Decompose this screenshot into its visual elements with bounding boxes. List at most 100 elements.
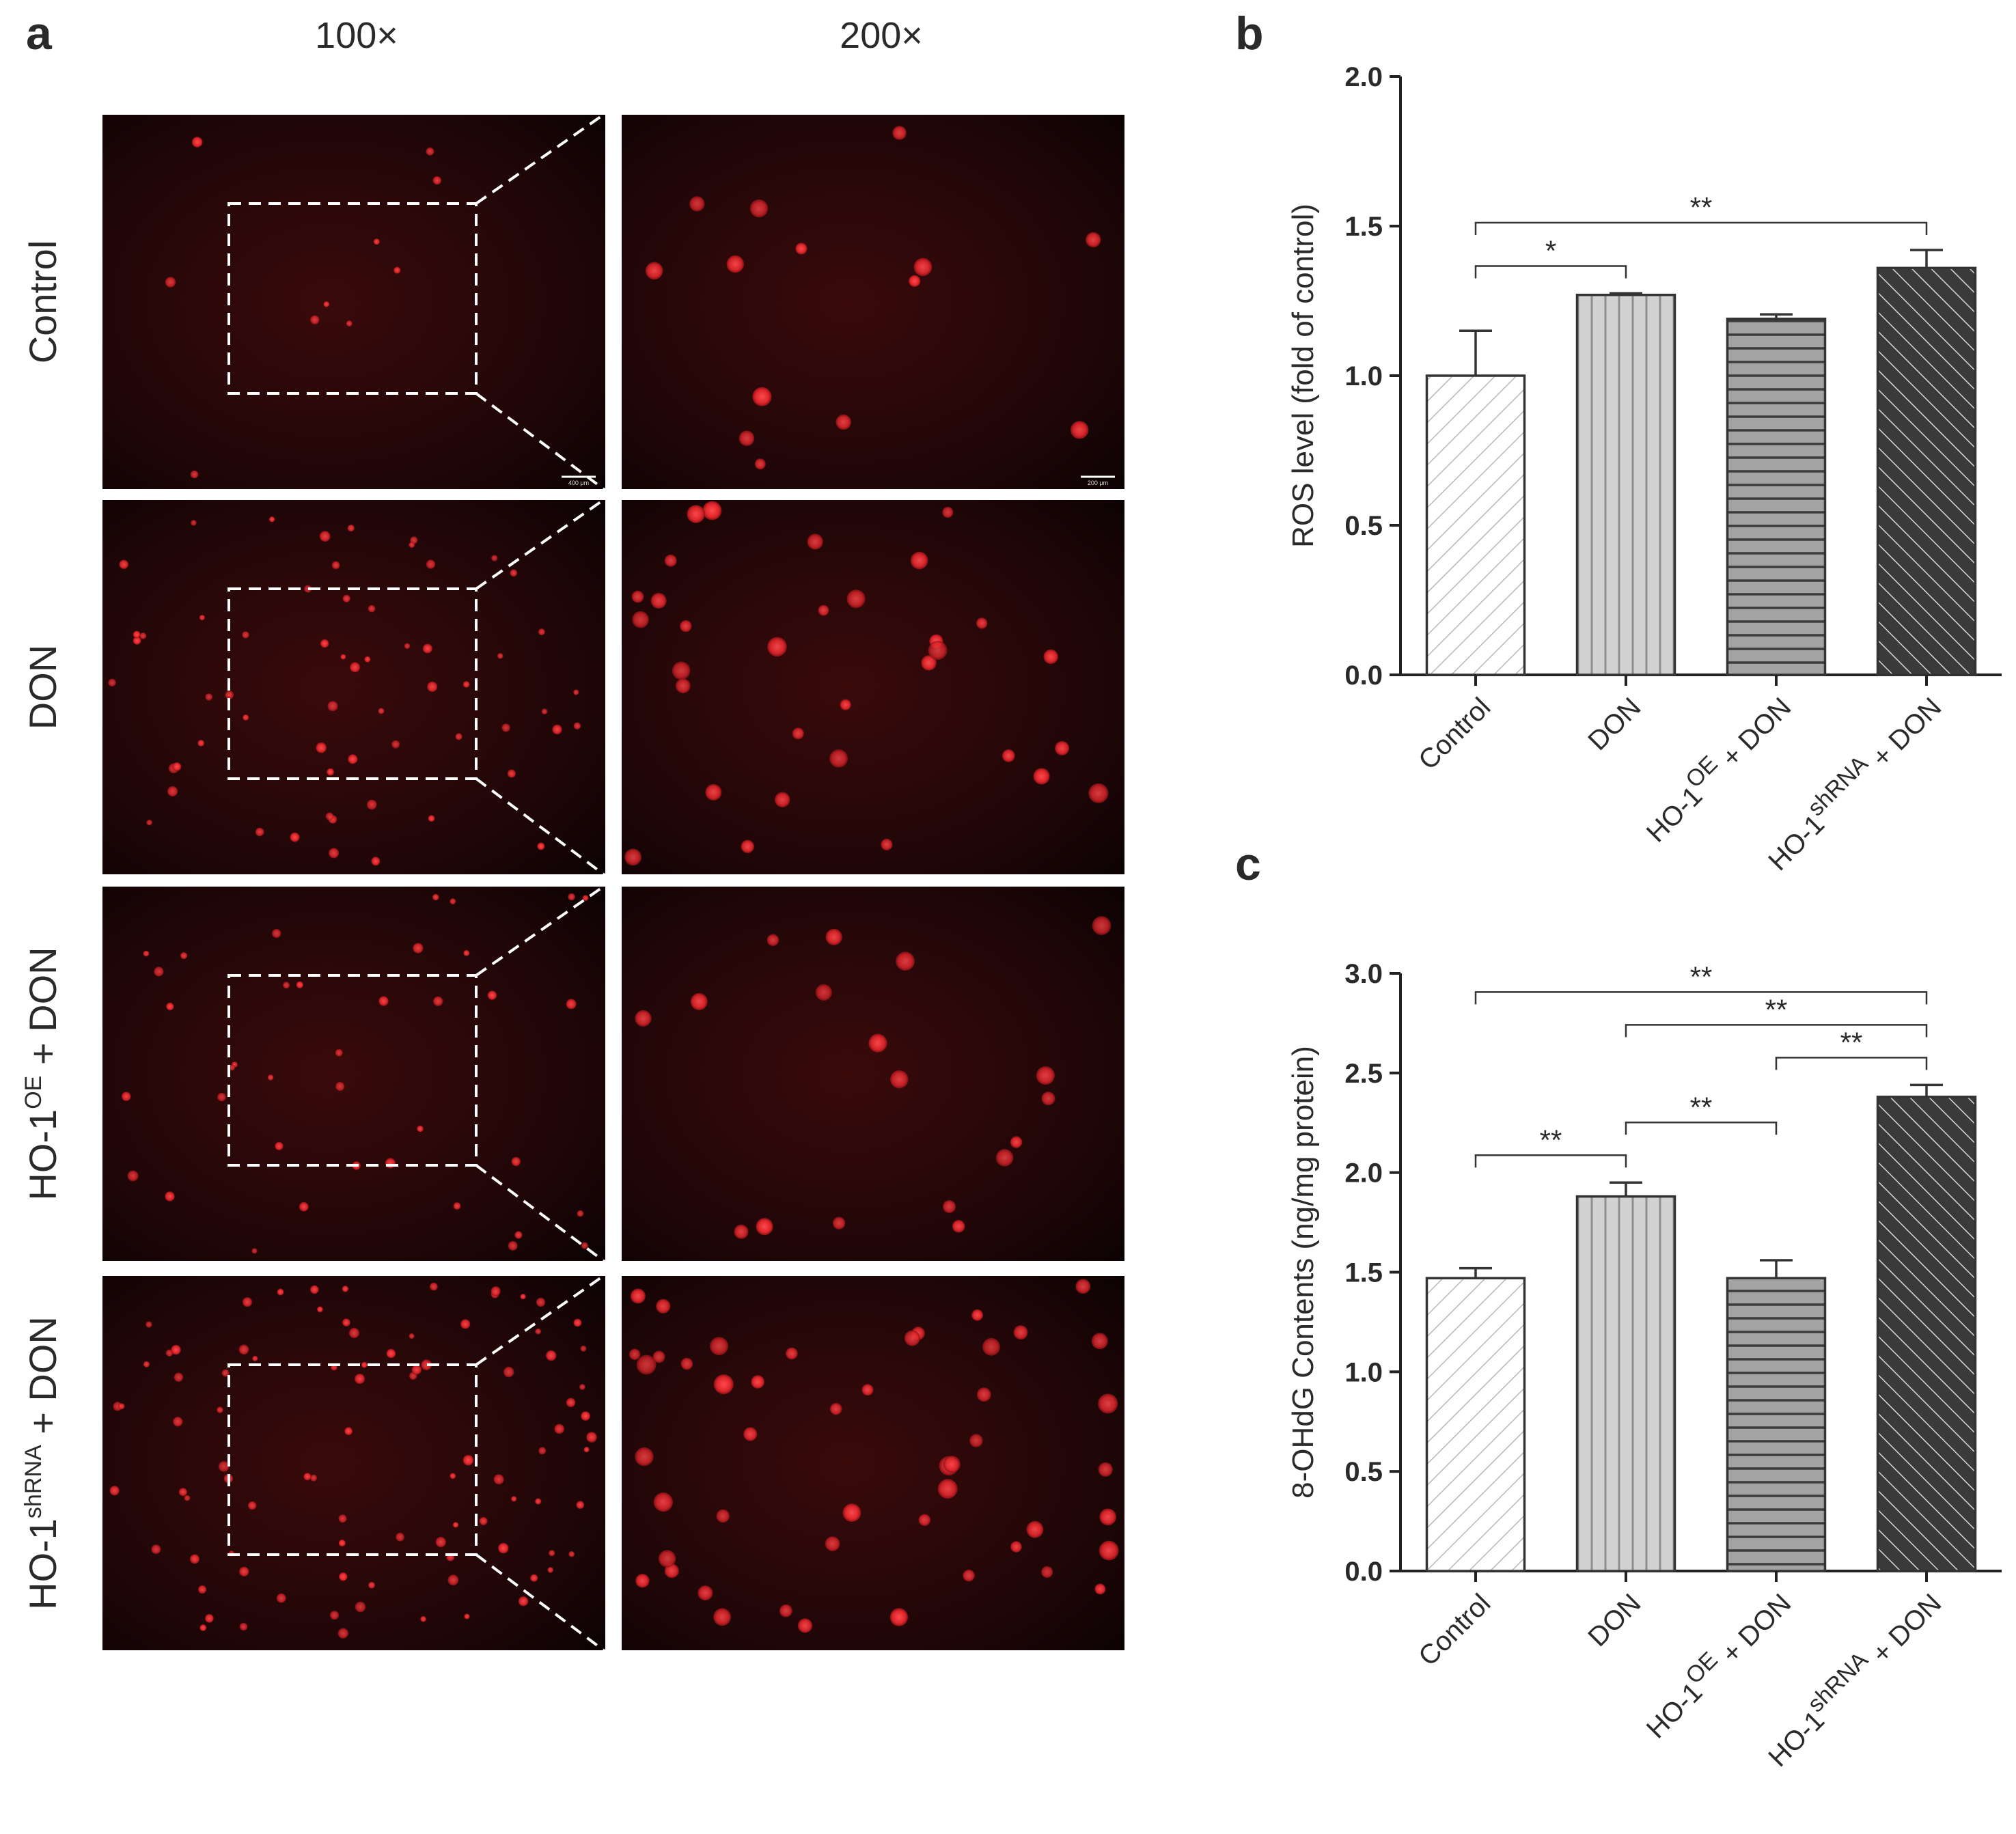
cell-spot	[896, 951, 915, 971]
row-label-sup: OE	[20, 1076, 46, 1109]
cell-spot	[775, 792, 790, 808]
row-label: HO-1shRNA + DON	[20, 1316, 64, 1610]
cell-spot	[713, 1374, 734, 1395]
cell-spot	[119, 559, 129, 570]
cell-spot	[1041, 1092, 1055, 1106]
cell-spot	[217, 1406, 223, 1413]
cell-spot	[299, 1201, 309, 1212]
cell-spot	[238, 1344, 249, 1355]
cell-spot	[310, 315, 320, 324]
significance-bracket	[1474, 991, 1928, 1005]
row-label: HO-1OE + DON	[20, 947, 64, 1200]
x-tick-label-suffix: + DON	[1711, 1588, 1797, 1674]
cell-spot	[364, 656, 371, 663]
micrograph-0-0: 400 μm	[102, 115, 605, 489]
x-tick-label-text: DON	[1582, 692, 1646, 756]
cell-spot	[680, 1357, 693, 1370]
panel-b-chart: b 0.0 0.5 1.0 1.5 2.0 ROS level (fold of cont…	[1235, 8, 2002, 876]
cell-spot	[435, 1536, 446, 1548]
cell-spot	[462, 681, 470, 688]
cell-spot	[734, 1224, 749, 1239]
cell-spot	[549, 1550, 555, 1557]
cell-spot	[229, 1064, 235, 1071]
cell-spot	[165, 1191, 175, 1201]
zoom-box	[227, 587, 478, 780]
cell-spot	[361, 1361, 368, 1368]
cell-spot	[275, 1141, 284, 1151]
cell-spot	[368, 605, 376, 613]
cell-spot	[632, 611, 649, 628]
x-tick-label-suffix: + DON	[1711, 692, 1797, 778]
zoom-connector	[475, 1553, 609, 1654]
cell-spot	[243, 714, 249, 721]
micrograph-background	[622, 1276, 1124, 1650]
cell-spot	[1041, 1566, 1053, 1579]
zoom-box	[227, 1363, 478, 1556]
cell-spot	[493, 1474, 504, 1485]
cell-spot	[409, 542, 415, 548]
significance-label: **	[1690, 191, 1713, 223]
cell-spot	[323, 301, 330, 307]
cell-spot	[346, 320, 353, 327]
cell-spot	[520, 1294, 526, 1300]
cell-spot	[242, 631, 249, 639]
cell-spot	[218, 1460, 230, 1472]
cell-spot	[165, 277, 176, 288]
cell-spot	[479, 1516, 488, 1525]
cell-spot	[146, 1321, 152, 1328]
cell-spot	[767, 637, 787, 657]
cell-spot	[713, 1608, 731, 1626]
y-tick-label: 2.5	[1344, 1059, 1383, 1089]
cell-spot	[350, 662, 361, 673]
cell-spot	[541, 708, 548, 714]
cell-spot	[576, 1501, 585, 1510]
cell-spot	[889, 1608, 909, 1626]
significance-label: **	[1765, 993, 1788, 1025]
cell-spot	[741, 839, 755, 854]
significance-bracket	[1775, 1057, 1928, 1070]
micrograph-background	[622, 500, 1124, 874]
cell-spot	[342, 1286, 349, 1292]
cell-spot	[197, 740, 205, 747]
cell-spot	[518, 1596, 529, 1607]
cell-spot	[577, 1210, 584, 1217]
cell-spot	[645, 262, 663, 280]
cell-spot	[751, 1375, 764, 1389]
micrograph-background	[102, 115, 605, 489]
cell-spot	[455, 733, 462, 740]
significance-brackets: ** ** ** ** **	[1474, 960, 1928, 1168]
cell-spot	[969, 1434, 983, 1447]
cell-spot	[710, 1337, 728, 1356]
cell-spot	[133, 637, 141, 645]
cell-spot	[530, 1574, 538, 1582]
cell-spot	[842, 1503, 861, 1523]
cell-spot	[716, 1509, 730, 1523]
cell-spot	[698, 1585, 713, 1601]
cell-spot	[151, 1544, 161, 1555]
cell-spot	[422, 643, 432, 654]
micrograph-background	[102, 887, 605, 1261]
cell-spot	[452, 1522, 459, 1528]
row-label-suffix: + DON	[21, 947, 64, 1075]
y-tick-label: 1.5	[1344, 212, 1383, 242]
cell-spot	[404, 643, 411, 650]
cell-spot	[118, 1403, 125, 1410]
cell-spot	[971, 1309, 983, 1321]
cell-spot	[433, 996, 443, 1007]
cell-spot	[689, 196, 705, 212]
cell-spot	[573, 689, 579, 695]
cell-spot	[664, 554, 677, 567]
cell-spot	[913, 258, 933, 277]
cell-spot	[391, 740, 400, 749]
cell-spot	[1086, 232, 1101, 248]
cell-spot	[304, 585, 312, 593]
cell-spot	[538, 1447, 547, 1455]
zoom-connector	[475, 111, 609, 205]
cell-spot	[342, 1318, 350, 1326]
cell-spot	[355, 1601, 366, 1613]
axes: 0.0 0.5 1.0 1.5 2.0 ROS level (fold of contro…	[1286, 62, 2002, 691]
cell-spot	[566, 999, 577, 1010]
cell-spot	[868, 1033, 887, 1053]
